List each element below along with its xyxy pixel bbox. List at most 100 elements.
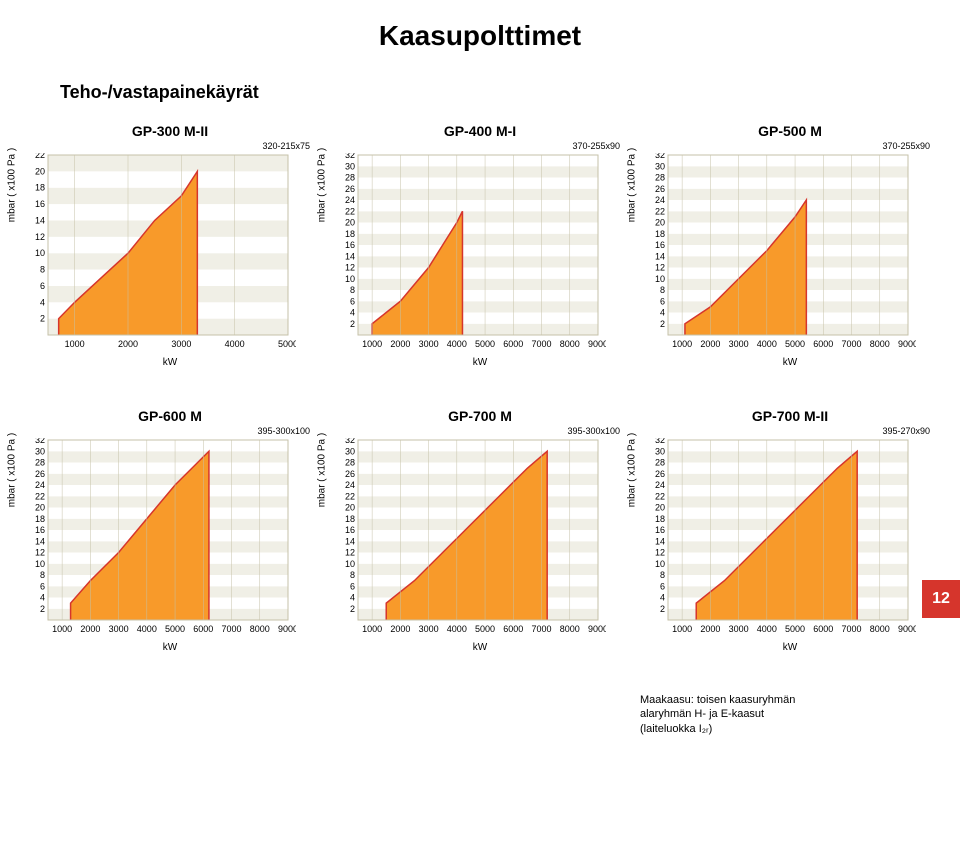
svg-text:6000: 6000 <box>503 339 523 349</box>
svg-text:18: 18 <box>655 229 665 239</box>
chart-subtitle: 370-255x90 <box>330 141 630 151</box>
sub-title: Teho-/vastapainekäyrät <box>60 82 940 103</box>
svg-text:1000: 1000 <box>52 624 72 634</box>
svg-text:26: 26 <box>345 184 355 194</box>
svg-text:4000: 4000 <box>225 339 245 349</box>
svg-text:2: 2 <box>40 314 45 324</box>
chart-subtitle: 320-215x75 <box>20 141 320 151</box>
svg-text:30: 30 <box>35 446 45 456</box>
svg-text:26: 26 <box>655 184 665 194</box>
svg-text:4000: 4000 <box>137 624 157 634</box>
svg-text:32: 32 <box>35 438 45 445</box>
svg-text:32: 32 <box>345 153 355 160</box>
svg-text:4000: 4000 <box>757 339 777 349</box>
page-title: Kaasupolttimet <box>20 20 940 52</box>
svg-text:6: 6 <box>660 581 665 591</box>
svg-text:7000: 7000 <box>842 624 862 634</box>
svg-text:10: 10 <box>345 559 355 569</box>
svg-text:6000: 6000 <box>193 624 213 634</box>
svg-text:14: 14 <box>655 251 665 261</box>
page-number-badge: 12 <box>922 580 960 618</box>
footnote-line: (laiteluokka I₂ᵣ) <box>640 722 940 736</box>
chart-title: GP-400 M-I <box>330 123 630 139</box>
chart-subtitle: 395-300x100 <box>330 426 630 436</box>
svg-text:26: 26 <box>345 469 355 479</box>
svg-text:9000: 9000 <box>898 624 916 634</box>
y-axis-label: mbar ( x100 Pa ) <box>627 433 638 507</box>
x-axis-label: kW <box>20 357 320 368</box>
chart-title: GP-600 M <box>20 408 320 424</box>
svg-text:1000: 1000 <box>672 624 692 634</box>
svg-text:8000: 8000 <box>250 624 270 634</box>
x-axis-label: kW <box>640 642 940 653</box>
svg-text:2: 2 <box>40 604 45 614</box>
footnote: Maakaasu: toisen kaasuryhmän alaryhmän H… <box>640 693 940 736</box>
chart-subtitle: 395-300x100 <box>20 426 320 436</box>
svg-text:2: 2 <box>660 319 665 329</box>
svg-text:2000: 2000 <box>390 339 410 349</box>
svg-text:6: 6 <box>350 296 355 306</box>
svg-text:32: 32 <box>345 438 355 445</box>
svg-text:1000: 1000 <box>672 339 692 349</box>
svg-text:2000: 2000 <box>390 624 410 634</box>
svg-text:32: 32 <box>655 153 665 160</box>
svg-text:28: 28 <box>345 458 355 468</box>
svg-text:5000: 5000 <box>785 339 805 349</box>
svg-text:7000: 7000 <box>532 624 552 634</box>
svg-text:28: 28 <box>35 458 45 468</box>
svg-text:10: 10 <box>35 559 45 569</box>
svg-text:3000: 3000 <box>419 624 439 634</box>
svg-text:20: 20 <box>655 503 665 513</box>
svg-text:7000: 7000 <box>532 339 552 349</box>
svg-text:22: 22 <box>35 153 45 160</box>
svg-text:9000: 9000 <box>588 624 606 634</box>
y-axis-label: mbar ( x100 Pa ) <box>317 148 328 222</box>
svg-text:28: 28 <box>655 458 665 468</box>
chart-row-2: GP-600 M 395-300x100 mbar ( x100 Pa ) 24… <box>20 408 940 653</box>
svg-text:16: 16 <box>35 525 45 535</box>
svg-text:18: 18 <box>35 183 45 193</box>
svg-text:5000: 5000 <box>785 624 805 634</box>
chart: GP-600 M 395-300x100 mbar ( x100 Pa ) 24… <box>20 408 320 653</box>
svg-text:12: 12 <box>655 548 665 558</box>
svg-text:10: 10 <box>345 274 355 284</box>
svg-text:8000: 8000 <box>560 624 580 634</box>
svg-text:2: 2 <box>350 319 355 329</box>
svg-text:24: 24 <box>655 195 665 205</box>
svg-text:8: 8 <box>350 570 355 580</box>
svg-text:24: 24 <box>345 195 355 205</box>
x-axis-label: kW <box>330 642 630 653</box>
svg-text:3000: 3000 <box>109 624 129 634</box>
svg-text:1000: 1000 <box>362 339 382 349</box>
svg-text:10: 10 <box>655 274 665 284</box>
svg-text:12: 12 <box>35 232 45 242</box>
x-axis-label: kW <box>640 357 940 368</box>
svg-text:9000: 9000 <box>278 624 296 634</box>
svg-text:16: 16 <box>655 525 665 535</box>
svg-text:8000: 8000 <box>560 339 580 349</box>
chart-title: GP-700 M <box>330 408 630 424</box>
svg-text:16: 16 <box>655 240 665 250</box>
svg-text:6: 6 <box>40 281 45 291</box>
svg-text:16: 16 <box>345 525 355 535</box>
svg-text:14: 14 <box>345 251 355 261</box>
svg-text:30: 30 <box>345 161 355 171</box>
svg-text:8: 8 <box>660 570 665 580</box>
svg-text:5000: 5000 <box>278 339 296 349</box>
svg-text:12: 12 <box>35 548 45 558</box>
svg-text:24: 24 <box>345 480 355 490</box>
chart-subtitle: 370-255x90 <box>640 141 940 151</box>
svg-text:24: 24 <box>35 480 45 490</box>
svg-text:20: 20 <box>345 503 355 513</box>
svg-text:3000: 3000 <box>419 339 439 349</box>
svg-text:3000: 3000 <box>729 624 749 634</box>
svg-text:4: 4 <box>350 593 355 603</box>
svg-text:4: 4 <box>40 297 45 307</box>
svg-text:6: 6 <box>350 581 355 591</box>
footnote-line: alaryhmän H- ja E-kaasut <box>640 707 940 721</box>
svg-text:14: 14 <box>655 536 665 546</box>
x-axis-label: kW <box>330 357 630 368</box>
x-axis-label: kW <box>20 642 320 653</box>
y-axis-label: mbar ( x100 Pa ) <box>7 433 18 507</box>
svg-text:8: 8 <box>350 285 355 295</box>
